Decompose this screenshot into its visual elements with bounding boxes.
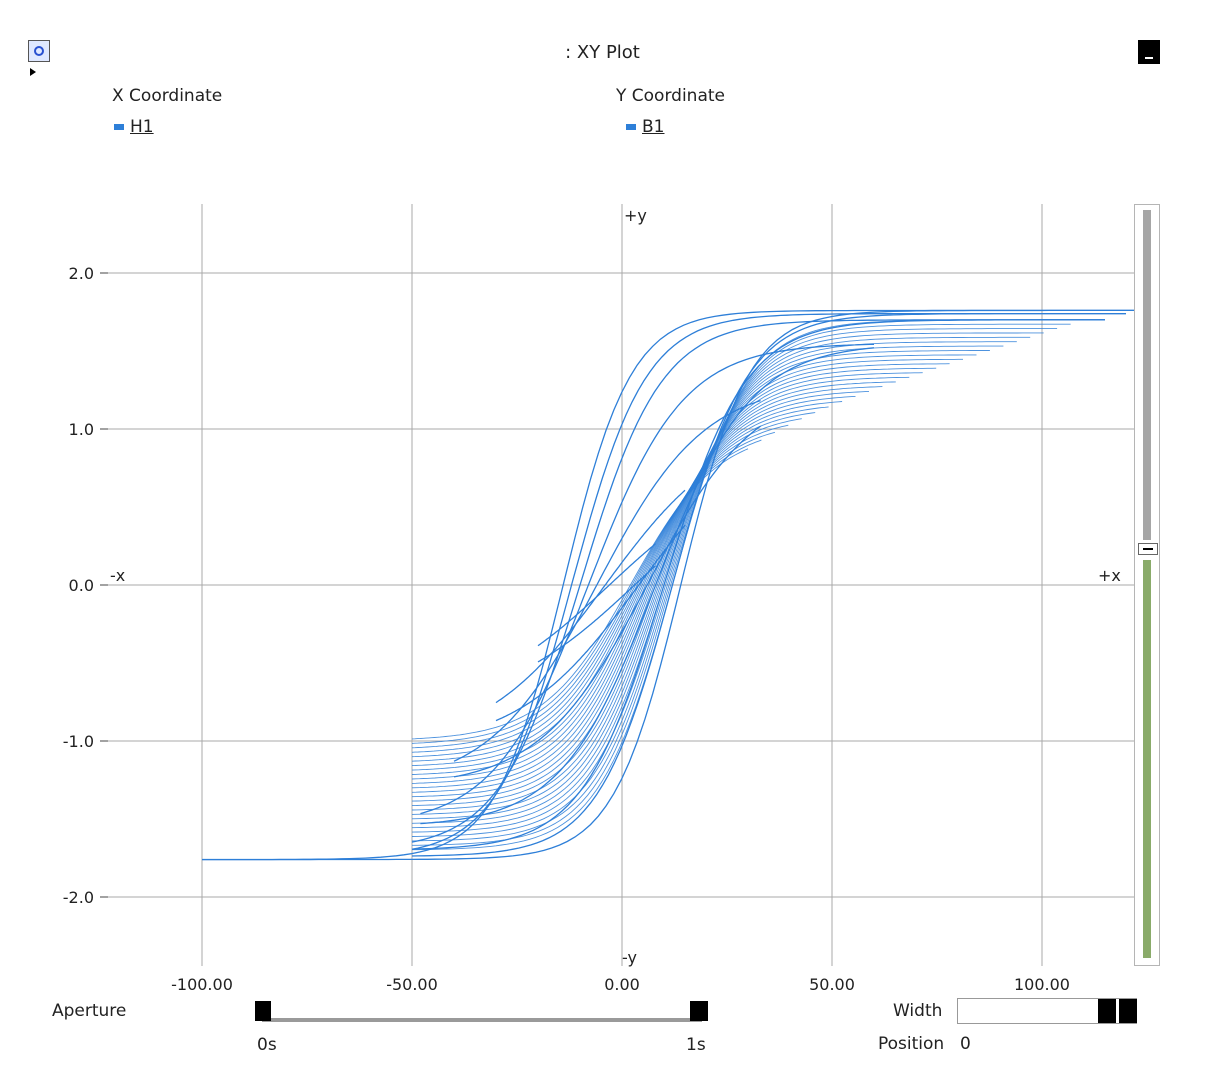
position-label: Position bbox=[878, 1034, 945, 1054]
hysteresis-lower-branch bbox=[453, 425, 761, 778]
vertical-scale-lower-bar bbox=[1143, 560, 1151, 958]
x-tick-label: 50.00 bbox=[809, 975, 855, 994]
minor-loop-branch bbox=[411, 386, 883, 784]
hysteresis-lower-branch bbox=[495, 524, 686, 722]
minor-loop-branch bbox=[411, 401, 843, 771]
minor-loop-branch bbox=[412, 323, 1071, 846]
minor-loop-branch bbox=[411, 431, 776, 749]
width-handle-right[interactable] bbox=[1119, 999, 1137, 1023]
minor-loop-branch bbox=[411, 372, 923, 798]
minor-loop-branch bbox=[411, 350, 990, 820]
y-tick-label: 0.0 bbox=[69, 576, 94, 595]
minor-loop-branch bbox=[412, 319, 1084, 851]
x-tick-label: -100.00 bbox=[171, 975, 233, 994]
minor-loop-branch bbox=[411, 354, 977, 815]
hysteresis-upper-branch bbox=[495, 489, 686, 704]
expand-arrow-icon[interactable] bbox=[30, 68, 36, 76]
minus-x-marker: -x bbox=[110, 566, 126, 585]
minor-loop-branch bbox=[411, 376, 910, 793]
width-label: Width bbox=[893, 1001, 943, 1021]
hysteresis-upper-branch bbox=[420, 343, 875, 815]
hysteresis-lower-branch bbox=[411, 312, 1126, 857]
minus-y-marker: -y bbox=[622, 948, 637, 967]
x-signal-link[interactable]: H1 bbox=[130, 117, 154, 137]
y-tick-label: -2.0 bbox=[63, 888, 94, 907]
aperture-start-handle[interactable] bbox=[255, 1001, 271, 1021]
hysteresis-upper-branch bbox=[537, 543, 657, 647]
minor-loop-branch bbox=[411, 395, 856, 775]
plus-x-marker: +x bbox=[1098, 566, 1121, 585]
y-coordinate-heading: Y Coordinate bbox=[616, 86, 725, 106]
y-signal-link[interactable]: B1 bbox=[642, 117, 665, 137]
minor-loop-branch bbox=[411, 358, 963, 811]
minimize-button[interactable] bbox=[1138, 40, 1160, 64]
aperture-start-time: 0s bbox=[257, 1035, 277, 1055]
hysteresis-lower-branch bbox=[202, 309, 1135, 861]
minor-loop-branch bbox=[411, 390, 870, 780]
minor-loop-branch bbox=[411, 363, 950, 807]
minor-loop-branch bbox=[411, 381, 896, 789]
width-handle-left[interactable] bbox=[1098, 999, 1116, 1023]
vertical-scale-upper-bar bbox=[1143, 210, 1151, 540]
window-title: : XY Plot bbox=[565, 42, 640, 63]
hysteresis-lower-branch bbox=[420, 347, 875, 825]
aperture-label: Aperture bbox=[52, 1001, 127, 1021]
x-tick-label: 0.00 bbox=[604, 975, 640, 994]
x-coordinate-heading: X Coordinate bbox=[112, 86, 223, 106]
aperture-track[interactable] bbox=[262, 1018, 702, 1022]
plus-y-marker: +y bbox=[624, 206, 647, 225]
y-tick-label: 2.0 bbox=[69, 264, 94, 283]
position-value: 0 bbox=[960, 1034, 971, 1054]
aperture-end-handle[interactable] bbox=[690, 1001, 708, 1021]
hysteresis-upper-branch bbox=[453, 399, 761, 762]
minor-loop-branch bbox=[411, 418, 802, 758]
y-series-swatch bbox=[626, 124, 636, 130]
x-tick-label: 100.00 bbox=[1014, 975, 1070, 994]
x-series-swatch bbox=[114, 124, 124, 130]
minor-loop-branch bbox=[411, 439, 762, 744]
y-tick-label: 1.0 bbox=[69, 420, 94, 439]
vertical-scale-handle[interactable] bbox=[1138, 543, 1158, 555]
y-tick-label: -1.0 bbox=[63, 732, 94, 751]
minor-loop-branch bbox=[411, 412, 816, 762]
minor-loop-branch bbox=[411, 367, 937, 802]
minor-loop-branch bbox=[411, 424, 789, 753]
aperture-end-time: 1s bbox=[686, 1035, 706, 1055]
app-icon[interactable] bbox=[28, 40, 50, 62]
x-tick-label: -50.00 bbox=[386, 975, 438, 994]
minor-loop-branch bbox=[411, 406, 829, 767]
